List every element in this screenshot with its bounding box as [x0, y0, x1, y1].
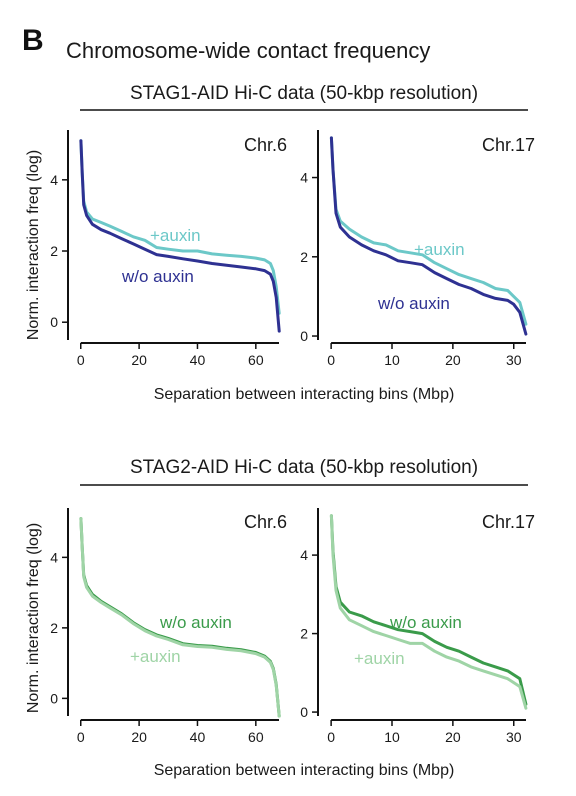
y-tick-label: 4 — [300, 547, 308, 563]
series-line-0 — [329, 514, 528, 706]
y-tick-label: 2 — [300, 626, 308, 642]
y-tick-label: 0 — [300, 704, 308, 720]
chromosome-label: Chr.6 — [244, 512, 287, 532]
x-tick-label: 20 — [131, 352, 147, 368]
x-tick-label: 20 — [445, 729, 461, 745]
y-tick-label: 0 — [50, 314, 58, 330]
figure-title: Chromosome-wide contact frequency — [66, 38, 430, 63]
series-label: w/o auxin — [159, 613, 232, 632]
y-tick-label: 4 — [50, 549, 58, 565]
plot-stag1-chr17: 0 2 4 0 10 20 30 Chr.17 +auxin w/o auxin — [300, 130, 535, 368]
group-title-stag2: STAG2-AID Hi-C data (50-kbp resolution) — [130, 457, 478, 478]
y-tick-label: 2 — [300, 249, 308, 265]
x-tick-label: 60 — [248, 729, 264, 745]
x-tick-label: 40 — [190, 352, 206, 368]
series-label: +auxin — [130, 647, 181, 666]
series-label: +auxin — [354, 649, 405, 668]
chromosome-label: Chr.6 — [244, 135, 287, 155]
x-tick-label: 30 — [506, 352, 522, 368]
series-label: +auxin — [414, 240, 465, 259]
series-label: w/o auxin — [377, 294, 450, 313]
x-tick-label: 10 — [384, 729, 400, 745]
plot-stag2-chr17: 0 2 4 0 10 20 30 Chr.17 w/o auxin +auxin — [300, 508, 535, 745]
x-tick-label: 10 — [384, 352, 400, 368]
series-label: w/o auxin — [389, 613, 462, 632]
x-tick-label: 0 — [77, 729, 85, 745]
series-line-0 — [79, 139, 281, 315]
series-label: +auxin — [150, 226, 201, 245]
series-line-0 — [329, 136, 528, 326]
series-line-1 — [79, 139, 281, 333]
series-label: w/o auxin — [121, 267, 194, 286]
x-tick-label: 60 — [248, 352, 264, 368]
y-tick-label: 2 — [50, 620, 58, 636]
y-tick-label: 4 — [50, 172, 58, 188]
y-axis-label-stag1: Norm. interaction freq (log) — [25, 150, 42, 340]
y-tick-label: 4 — [300, 170, 308, 186]
chromosome-label: Chr.17 — [482, 512, 535, 532]
x-tick-label: 20 — [445, 352, 461, 368]
x-tick-label: 0 — [77, 352, 85, 368]
x-tick-label: 0 — [327, 729, 335, 745]
y-tick-label: 2 — [50, 243, 58, 259]
x-axis-label-stag1: Separation between interacting bins (Mbp… — [154, 386, 455, 403]
x-tick-label: 40 — [190, 729, 206, 745]
y-tick-label: 0 — [300, 328, 308, 344]
series-line-1 — [329, 136, 528, 336]
group-title-stag1: STAG1-AID Hi-C data (50-kbp resolution) — [130, 83, 478, 104]
series-line-1 — [79, 517, 281, 718]
panel-letter: B — [22, 24, 44, 57]
chromosome-label: Chr.17 — [482, 135, 535, 155]
series-line-1 — [329, 514, 528, 710]
x-tick-label: 20 — [131, 729, 147, 745]
x-tick-label: 0 — [327, 352, 335, 368]
y-axis-label-stag2: Norm. interaction freq (log) — [25, 523, 42, 713]
x-axis-label-stag2: Separation between interacting bins (Mbp… — [154, 762, 455, 779]
x-tick-label: 30 — [506, 729, 522, 745]
y-tick-label: 0 — [50, 690, 58, 706]
